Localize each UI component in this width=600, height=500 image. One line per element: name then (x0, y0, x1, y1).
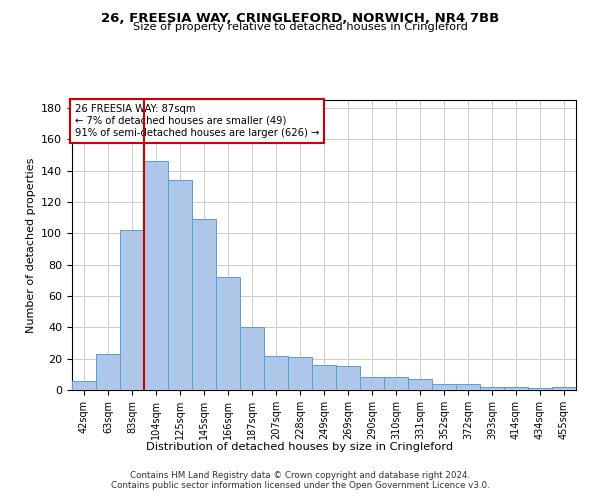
Text: Contains HM Land Registry data © Crown copyright and database right 2024.
Contai: Contains HM Land Registry data © Crown c… (110, 470, 490, 490)
Bar (408, 379, 432, 390)
Bar (240, 328, 264, 390)
Bar (312, 365, 336, 390)
Bar (552, 387, 576, 390)
Bar (120, 230, 144, 390)
Bar (336, 366, 360, 390)
Bar (432, 384, 456, 390)
Bar (192, 219, 216, 390)
Bar (384, 378, 408, 390)
Text: Distribution of detached houses by size in Cringleford: Distribution of detached houses by size … (146, 442, 454, 452)
Bar (216, 277, 240, 390)
Bar (456, 384, 480, 390)
Bar (168, 180, 192, 390)
Bar (144, 161, 168, 390)
Bar (360, 378, 384, 390)
Bar (72, 380, 96, 390)
Text: Size of property relative to detached houses in Cringleford: Size of property relative to detached ho… (133, 22, 467, 32)
Text: 26, FREESIA WAY, CRINGLEFORD, NORWICH, NR4 7BB: 26, FREESIA WAY, CRINGLEFORD, NORWICH, N… (101, 12, 499, 26)
Bar (528, 388, 552, 390)
Y-axis label: Number of detached properties: Number of detached properties (26, 158, 35, 332)
Bar (288, 357, 312, 390)
Bar (504, 387, 528, 390)
Text: 26 FREESIA WAY: 87sqm
← 7% of detached houses are smaller (49)
91% of semi-detac: 26 FREESIA WAY: 87sqm ← 7% of detached h… (74, 104, 319, 138)
Bar (480, 387, 504, 390)
Bar (96, 354, 120, 390)
Bar (264, 356, 288, 390)
